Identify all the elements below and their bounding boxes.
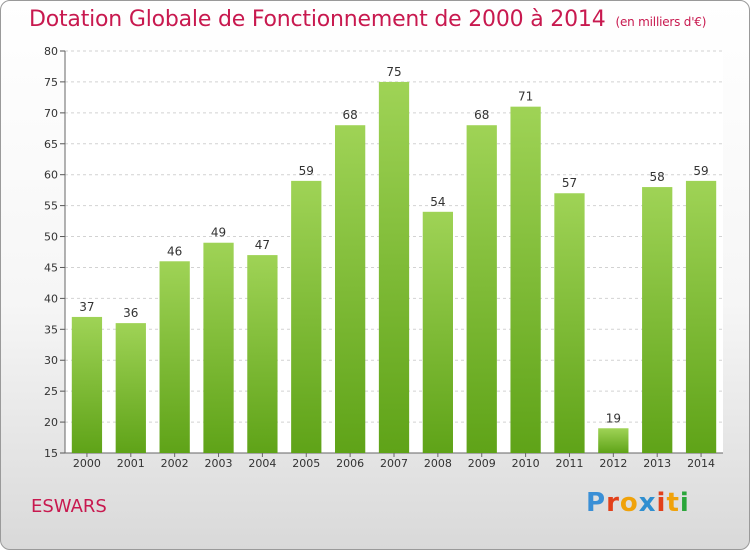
data-label-2010: 71: [518, 90, 533, 104]
logo-letter: t: [666, 488, 680, 518]
commune-name: ESWARS: [31, 496, 107, 517]
x-tick-label-2009: 2009: [468, 457, 496, 470]
x-tick-label-2004: 2004: [248, 457, 276, 470]
y-tick-label: 75: [44, 76, 58, 89]
data-label-2013: 58: [650, 170, 665, 184]
chart-title-text: Dotation Globale de Fonctionnement de 20…: [29, 7, 606, 32]
x-tick-label-2011: 2011: [555, 457, 583, 470]
data-label-2004: 47: [255, 238, 270, 252]
y-tick-label: 60: [44, 169, 58, 182]
logo-letter: r: [606, 488, 620, 518]
bar-2011: [554, 193, 585, 453]
y-tick-label: 65: [44, 138, 58, 151]
data-label-2014: 59: [693, 164, 708, 178]
x-tick-label-2012: 2012: [599, 457, 627, 470]
bar-2004: [247, 255, 278, 453]
y-tick-label: 20: [44, 416, 58, 429]
bar-2014: [685, 180, 717, 453]
data-label-2011: 57: [562, 176, 577, 190]
x-tick-label-2008: 2008: [424, 457, 452, 470]
chart-subtitle: (en milliers d'€): [615, 15, 707, 29]
bar-2003: [203, 242, 234, 453]
x-tick-label-2000: 2000: [73, 457, 101, 470]
bar-2000: [71, 316, 103, 453]
x-tick-label-2006: 2006: [336, 457, 364, 470]
bar-2013: [642, 187, 673, 454]
bar-2001: [115, 323, 146, 453]
data-label-2000: 37: [79, 300, 94, 314]
y-tick-label: 50: [44, 231, 58, 244]
bar-2012: [598, 428, 629, 453]
logo-letter: x: [638, 488, 657, 518]
logo-letter: P: [586, 488, 607, 518]
x-tick-label-2007: 2007: [380, 457, 408, 470]
bar-2006: [334, 125, 366, 453]
logo-letter: i: [656, 488, 667, 518]
chart-title: Dotation Globale de Fonctionnement de 20…: [29, 7, 706, 32]
bar-2008: [422, 211, 454, 453]
y-tick-label: 55: [44, 200, 58, 213]
bar-2002: [159, 261, 190, 453]
logo-letter: i: [679, 488, 690, 518]
data-label-2009: 68: [474, 108, 489, 122]
y-tick-label: 45: [44, 261, 58, 274]
proxiti-logo: Proxiti: [586, 488, 690, 518]
y-tick-label: 40: [44, 292, 58, 305]
y-tick-label: 35: [44, 323, 58, 336]
bar-2005: [291, 180, 322, 453]
data-label-2001: 36: [123, 306, 138, 320]
x-tick-label-2014: 2014: [687, 457, 715, 470]
x-tick-label-2010: 2010: [512, 457, 540, 470]
bar-2010: [510, 106, 541, 454]
y-tick-label: 25: [44, 385, 58, 398]
data-label-2006: 68: [342, 108, 357, 122]
bar-2009: [466, 125, 497, 453]
y-tick-label: 80: [44, 45, 58, 58]
logo-letter: o: [619, 488, 639, 518]
data-label-2008: 54: [430, 195, 445, 209]
x-tick-label-2005: 2005: [292, 457, 320, 470]
bar-2007: [378, 81, 410, 453]
data-label-2003: 49: [211, 226, 226, 240]
data-label-2007: 75: [386, 65, 401, 79]
x-tick-label-2013: 2013: [643, 457, 671, 470]
x-tick-label-2003: 2003: [205, 457, 233, 470]
y-tick-label: 30: [44, 354, 58, 367]
y-tick-label: 70: [44, 107, 58, 120]
data-label-2002: 46: [167, 244, 182, 258]
x-tick-label-2002: 2002: [161, 457, 189, 470]
data-label-2005: 59: [299, 164, 314, 178]
y-tick-label: 15: [44, 447, 58, 460]
data-label-2012: 19: [606, 411, 621, 425]
x-tick-label-2001: 2001: [117, 457, 145, 470]
